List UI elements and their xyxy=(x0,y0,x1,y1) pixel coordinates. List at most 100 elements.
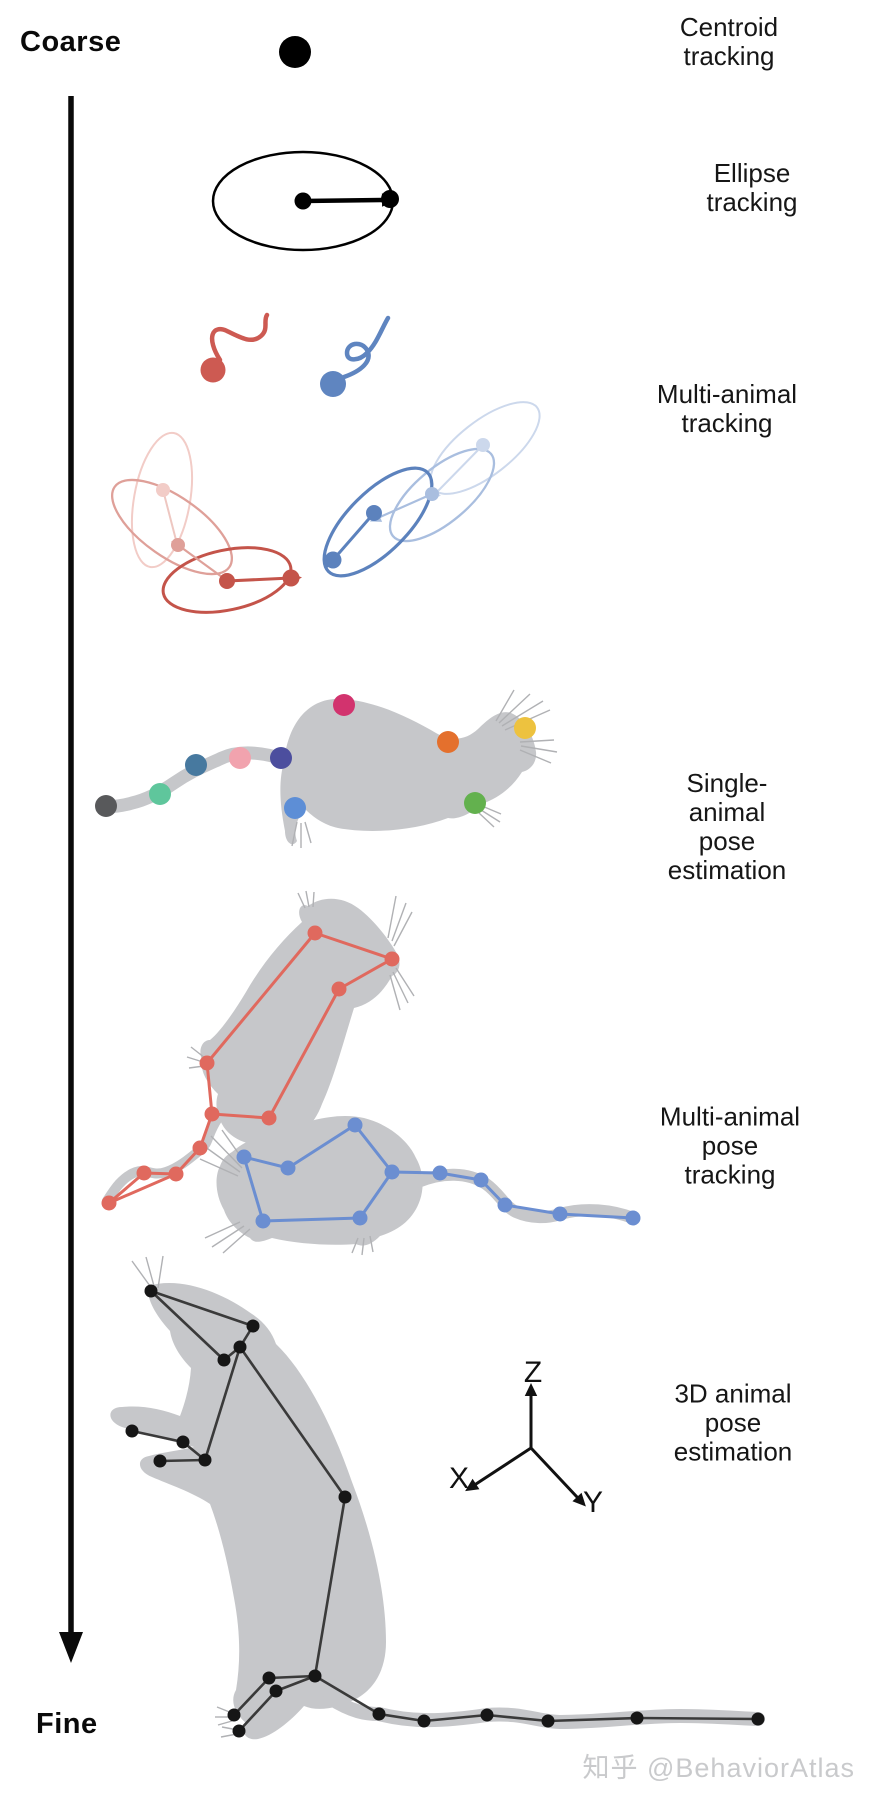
blue-joint-hpaw xyxy=(352,1210,368,1226)
blue-joint-head xyxy=(236,1149,252,1165)
mouse-silhouette-red-rearing xyxy=(102,890,415,1206)
mouse-silhouette-single-pose xyxy=(100,689,558,848)
keypoint-hind-paw xyxy=(284,797,306,819)
red-center-dot-0 xyxy=(156,483,170,497)
keypoint-tail-upper xyxy=(185,754,207,776)
red-ellipse-1 xyxy=(110,478,234,576)
axis-y-arrowhead xyxy=(572,1492,586,1507)
red-joint-ear xyxy=(307,925,323,941)
red-bone-ear-nose xyxy=(313,931,394,961)
blue-motion-link-1 xyxy=(378,492,434,519)
bone-pawB-elbowB xyxy=(158,1458,207,1463)
blue-ellipse-2 xyxy=(322,466,434,578)
blue-bone-hpaw-hip xyxy=(358,1170,394,1220)
coarse-fine-arrow xyxy=(59,96,83,1663)
data-driven-layer: Z X Y xyxy=(95,36,765,1738)
ellipse-tracking-glyph xyxy=(211,150,399,252)
joint-hip xyxy=(308,1669,322,1683)
blue-joint-eye xyxy=(280,1160,296,1176)
single-pose-keypoints xyxy=(95,694,536,819)
blue-edge-dot xyxy=(324,551,342,569)
blue-ellipse-1 xyxy=(388,447,496,543)
multi-pose-skeleton-blue xyxy=(236,1117,641,1229)
label-multi-animal-tracking: Multi-animal tracking xyxy=(656,379,798,438)
axis-y-line xyxy=(529,1446,579,1499)
pose3d-skeleton xyxy=(125,1284,765,1738)
red-joint-t2 xyxy=(168,1166,184,1182)
centroid-tracking-glyph xyxy=(279,36,311,68)
joint-ankleA xyxy=(262,1671,276,1685)
label-single-animal-pose: Single-animal pose estimation xyxy=(667,768,787,885)
blue-animal-dot xyxy=(320,371,346,397)
heading-arrow-shaft xyxy=(300,197,385,204)
blue-bone-head-fpaw xyxy=(242,1155,265,1223)
joint-tail1 xyxy=(372,1707,386,1721)
blue-trajectory xyxy=(341,315,391,380)
blue-joint-tb4 xyxy=(552,1206,568,1222)
blue-joint-tb3 xyxy=(497,1197,513,1213)
red-motion-link-2 xyxy=(225,576,293,583)
multi-tracking-red xyxy=(110,312,302,614)
red-bone-hipL-hipR xyxy=(210,1112,271,1120)
bone-tail1-tail2 xyxy=(377,1712,426,1723)
bone-tail5-tail6 xyxy=(635,1716,760,1721)
red-joint-hipR xyxy=(261,1110,277,1126)
red-edge-dot xyxy=(282,569,300,587)
joint-elbowB xyxy=(198,1453,212,1467)
joint-jaw xyxy=(217,1353,231,1367)
blue-joint-hip xyxy=(384,1164,400,1180)
red-motion-link-1 xyxy=(176,543,224,579)
bone-headback-spine xyxy=(238,1345,347,1499)
red-joint-paw xyxy=(199,1055,215,1071)
bone-hip-tail1 xyxy=(313,1674,381,1716)
bone-nose-ear xyxy=(149,1289,255,1328)
red-bone-chest-hipR xyxy=(267,987,341,1120)
bone-tail2-tail3 xyxy=(422,1713,489,1723)
blue-joint-tb2 xyxy=(473,1172,489,1188)
red-bone-nose-chest xyxy=(337,957,394,991)
joint-elbowA xyxy=(176,1435,190,1449)
blue-bone-tb3-tb4 xyxy=(503,1203,562,1216)
label-ellipse-tracking: Ellipse tracking xyxy=(706,158,798,217)
red-center-dot-1 xyxy=(171,538,185,552)
joint-ear xyxy=(246,1319,260,1333)
red-motion-link-0 xyxy=(162,489,177,541)
axis-x-line xyxy=(474,1446,533,1486)
red-bone-paw-hipL xyxy=(205,1061,214,1116)
mouse-silhouette-blue-lying xyxy=(199,1115,639,1256)
xyz-axes-icon: Z X Y xyxy=(449,1356,603,1519)
bone-ankleB-footB xyxy=(237,1689,278,1733)
joint-tail2 xyxy=(417,1714,431,1728)
blue-bone-hip-tb1 xyxy=(390,1170,442,1175)
bone-headback-elbowB xyxy=(203,1345,242,1462)
joint-tail3 xyxy=(480,1708,494,1722)
red-ellipse-0 xyxy=(131,431,193,569)
label-3d-animal-pose: 3D animal pose estimation xyxy=(673,1378,793,1467)
bone-spine-hip xyxy=(313,1495,347,1678)
axis-label-z: Z xyxy=(524,1356,542,1389)
red-center-dot-2 xyxy=(219,573,235,589)
keypoint-tail-base xyxy=(270,747,292,769)
red-joint-chest xyxy=(331,981,347,997)
joint-ankleB xyxy=(269,1684,283,1698)
centroid-dot xyxy=(279,36,311,68)
blue-center-dot-0 xyxy=(476,438,490,452)
multi-tracking-blue xyxy=(320,315,541,578)
red-bone-t2-t4 xyxy=(107,1172,178,1205)
keypoint-hip xyxy=(333,694,355,716)
whiskers-3d-mouse xyxy=(131,1255,239,1738)
keypoint-tail-tip xyxy=(95,795,117,817)
red-joint-hipL xyxy=(204,1106,220,1122)
blue-motion-link-0 xyxy=(436,444,484,493)
multi-pose-skeleton-red xyxy=(101,925,400,1211)
blue-joint-tb5 xyxy=(625,1210,641,1226)
label-multi-animal-pose: Multi-animal pose tracking xyxy=(659,1101,801,1190)
watermark: 知乎 @BehaviorAtlas xyxy=(582,1753,855,1783)
bone-tail3-tail4 xyxy=(485,1713,550,1723)
blue-bone-shoulder-hip xyxy=(353,1123,394,1174)
fine-label: Fine xyxy=(36,1708,98,1740)
keypoint-front-paw xyxy=(464,792,486,814)
keypoint-back xyxy=(437,731,459,753)
